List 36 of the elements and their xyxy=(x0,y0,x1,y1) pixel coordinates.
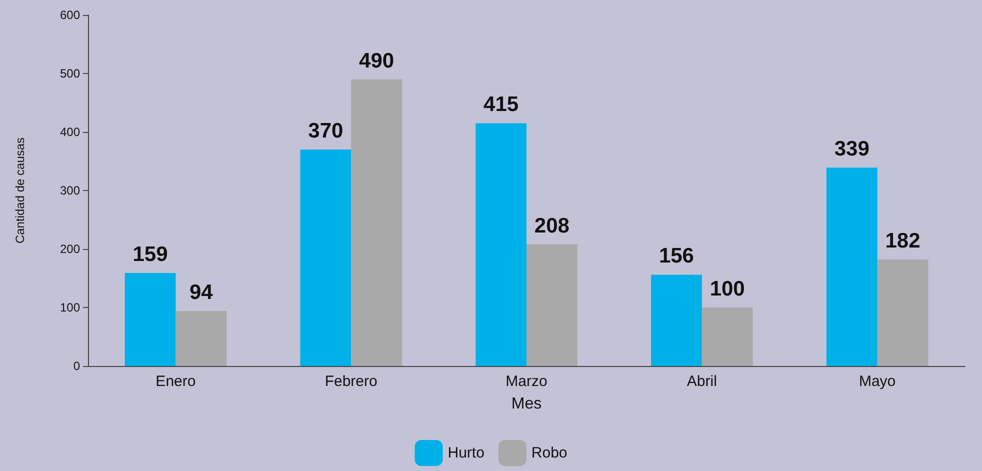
data-label: 415 xyxy=(484,93,519,116)
y-tick-label: 300 xyxy=(60,184,80,198)
bar xyxy=(651,274,702,366)
data-label: 156 xyxy=(658,244,694,268)
x-axis-title: Mes xyxy=(511,396,542,412)
x-tick-label: Febrero xyxy=(324,373,378,390)
y-tick-label: 0 xyxy=(73,359,80,373)
bar xyxy=(526,244,578,366)
x-tick-label: Enero xyxy=(156,373,196,390)
bar xyxy=(476,123,526,366)
y-tick-label: 600 xyxy=(60,8,80,22)
y-axis-title: Cantidad de causas xyxy=(13,137,27,244)
legend-label: Robo xyxy=(531,444,568,462)
x-tick-label: Mayo xyxy=(858,373,896,390)
data-label: 339 xyxy=(834,138,870,161)
bar xyxy=(702,308,753,366)
data-label: 159 xyxy=(132,242,168,266)
y-tick-label: 400 xyxy=(60,125,80,139)
data-label: 182 xyxy=(885,230,920,253)
bar xyxy=(124,272,176,366)
data-label: 100 xyxy=(710,278,745,300)
bar xyxy=(300,150,352,366)
bar xyxy=(176,311,227,366)
data-label: 208 xyxy=(534,214,570,238)
bar xyxy=(826,168,878,366)
x-tick-label: Abril xyxy=(686,373,717,390)
y-tick-label: 100 xyxy=(60,300,80,314)
bar xyxy=(351,79,402,366)
data-label: 370 xyxy=(308,120,344,143)
x-tick-label: Marzo xyxy=(506,373,548,390)
y-tick-label: 500 xyxy=(60,66,80,80)
data-label: 94 xyxy=(189,281,214,304)
legend-label: Hurto xyxy=(448,444,484,462)
data-label: 490 xyxy=(359,49,394,72)
bar xyxy=(877,260,928,366)
y-tick-label: 200 xyxy=(60,242,80,256)
